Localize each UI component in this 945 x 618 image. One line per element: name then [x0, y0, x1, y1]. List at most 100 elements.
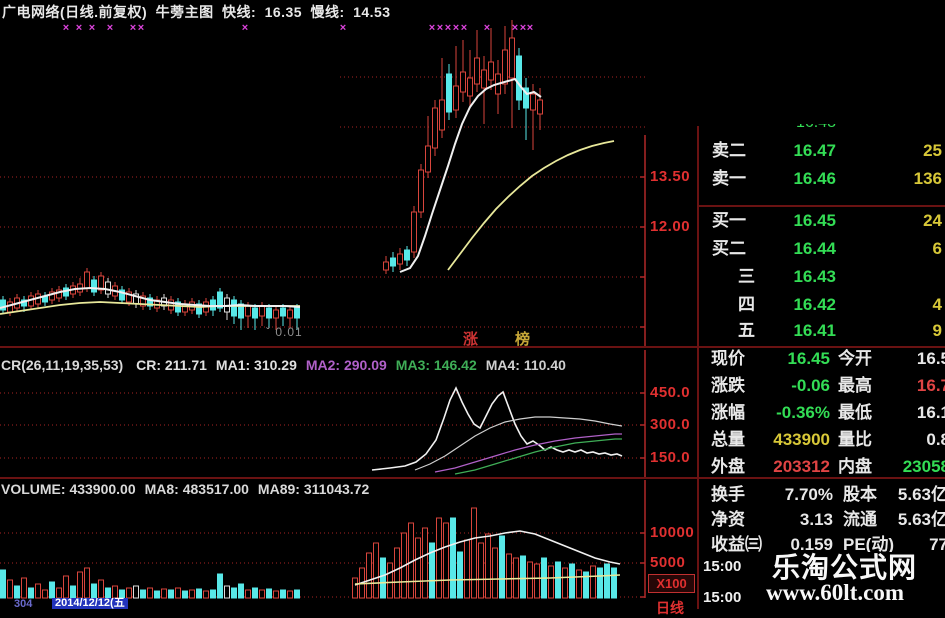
order-book-price[interactable]: 16.45: [793, 211, 836, 230]
order-book-price[interactable]: 16.46: [793, 169, 836, 188]
order-book-row[interactable]: 卖一 16.46 136: [698, 168, 945, 192]
sell-signal-marker: ×: [63, 22, 69, 34]
quote-stat-row: 涨跌 -0.06 最高 16.7: [698, 375, 945, 399]
finance-value: 0.159: [790, 535, 833, 554]
finance-value: 5.63亿: [897, 510, 945, 529]
order-book-row[interactable]: 卖二 16.47 25: [698, 140, 945, 164]
order-book-level-label: 卖二: [712, 141, 746, 160]
order-book-row[interactable]: 五 16.41 9: [698, 320, 945, 344]
sell-signal-marker: ×: [453, 22, 459, 34]
axis-price-label: 5000: [650, 554, 686, 571]
order-book-price[interactable]: 16.42: [793, 295, 836, 314]
sell-signal-marker: ×: [89, 22, 95, 34]
quote-stat-row: 涨幅 -0.36% 最低 16.1: [698, 402, 945, 426]
axis-price-label: 10000: [650, 524, 695, 541]
cr-indicator-header: CR(26,11,19,35,53) CR: 211.71 MA1: 310.29…: [1, 357, 575, 373]
watermark-site-name: 乐淘公式网: [772, 552, 918, 583]
order-book-row[interactable]: 四 16.42 4: [698, 294, 945, 318]
cr-indicator-value: MA4: 110.40: [485, 357, 566, 373]
finance-stat-row: 收益㈢ 0.159 PE(动) 77: [698, 534, 945, 558]
chart-title-bar: 广电网络(日线.前复权) 牛蒡主图 快线: 16.35 慢线: 14.53: [2, 2, 395, 22]
quote-value: 203312: [773, 457, 830, 476]
order-book-row[interactable]: 三 16.43: [698, 266, 945, 290]
sell-signal-marker: ×: [138, 22, 144, 34]
order-book-row[interactable]: 买二 16.44 6: [698, 238, 945, 262]
quote-label: 今开: [838, 349, 872, 368]
sell-signal-marker: ×: [445, 22, 451, 34]
quote-value: -0.06: [791, 376, 830, 395]
indicator-name: 牛蒡主图: [155, 4, 214, 20]
finance-label: 收益㈢: [711, 535, 762, 554]
rank-label-right: 榜: [515, 331, 531, 348]
quote-label: 量比: [838, 430, 872, 449]
sell-signal-marker: ×: [512, 22, 518, 34]
cr-indicator-value: MA3: 146.42: [395, 357, 477, 373]
watermark-backdrop: [700, 552, 945, 609]
order-book-volume: 6: [932, 239, 942, 258]
finance-value: 77: [929, 535, 945, 554]
sell-signal-marker: ×: [527, 22, 533, 34]
volume-unit-toggle[interactable]: X100: [648, 574, 695, 593]
quote-label: 外盘: [711, 457, 745, 476]
session-time: 15:00: [703, 589, 742, 606]
quote-value: 16.45: [787, 349, 830, 368]
finance-label: 股本: [843, 485, 877, 504]
sell-signal-marker: ×: [107, 22, 113, 34]
order-book-level-label: 四: [738, 295, 755, 314]
finance-value: 3.13: [799, 510, 833, 529]
sell-signal-marker: ×: [484, 22, 490, 34]
quote-label: 总量: [711, 430, 745, 449]
quote-label: 涨幅: [711, 403, 745, 422]
order-book-level-label: 三: [738, 267, 755, 286]
order-book-volume: 9: [932, 321, 942, 340]
quote-value: 433900: [773, 430, 830, 449]
cr-indicator-value: CR: 211.71: [136, 357, 207, 373]
sell-signal-marker: ×: [340, 22, 346, 34]
session-time: 15:00: [703, 558, 742, 575]
sell-signal-marker: ×: [76, 22, 82, 34]
quote-stat-row: 总量 433900 量比 0.8: [698, 429, 945, 453]
quote-label: 涨跌: [711, 376, 745, 395]
cr-indicator-value: MA2: 290.09: [305, 357, 387, 373]
quote-value: 16.1: [916, 403, 945, 422]
finance-label: 换手: [711, 485, 745, 504]
sell-signal-marker: ×: [520, 22, 526, 34]
slow-line-label: 慢线:: [310, 4, 345, 20]
finance-stat-row: 换手 7.70% 股本 5.63亿: [698, 484, 945, 508]
order-book-volume: 25: [923, 141, 942, 160]
order-book-price[interactable]: 16.47: [793, 141, 836, 160]
quote-stat-row: 外盘 203312 内盘 23058: [698, 456, 945, 480]
finance-value: 5.63亿: [897, 485, 945, 504]
quote-value: 16.7: [916, 376, 945, 395]
volume-indicator-value: MA89: 311043.72: [257, 481, 370, 497]
order-book-row[interactable]: 买一 16.45 24: [698, 210, 945, 234]
volume-header: VOLUME: 433900.00 MA8: 483517.00 MA89: 311…: [1, 481, 378, 497]
status-date[interactable]: 2014/12/12(五: [52, 598, 128, 609]
crosshair-value: ˇ 0.01: [266, 325, 303, 339]
partial-ask-price: 16.48: [772, 124, 836, 132]
volume-indicator-value: MA8: 483517.00: [144, 481, 249, 497]
volume-indicator-value: VOLUME: 433900.00: [1, 481, 136, 497]
axis-price-label: 12.00: [650, 218, 691, 235]
finance-label: 净资: [711, 510, 745, 529]
order-book-price[interactable]: 16.44: [793, 239, 836, 258]
order-book-volume: 4: [932, 295, 942, 314]
finance-stat-row: 净资 3.13 流通 5.63亿: [698, 509, 945, 533]
cr-params: CR(26,11,19,35,53): [1, 357, 124, 373]
order-book-level-label: 买一: [712, 211, 746, 230]
order-book-level-label: 卖一: [712, 169, 746, 188]
fast-line-value: 16.35: [264, 4, 303, 20]
quote-value: 0.8: [926, 430, 945, 449]
axis-price-label: 13.50: [650, 168, 691, 185]
stock-name: 广电网络(日线.前复权): [2, 4, 148, 20]
axis-price-label: 300.0: [650, 416, 691, 433]
slow-line-value: 14.53: [353, 4, 391, 20]
order-book-price[interactable]: 16.41: [793, 321, 836, 340]
order-book-price[interactable]: 16.43: [793, 267, 836, 286]
status-bar: 304 2014/12/12(五: [0, 598, 690, 610]
quote-stat-row: 现价 16.45 今开 16.5: [698, 348, 945, 372]
sell-signal-marker: ×: [429, 22, 435, 34]
order-book-volume: 24: [923, 211, 942, 230]
